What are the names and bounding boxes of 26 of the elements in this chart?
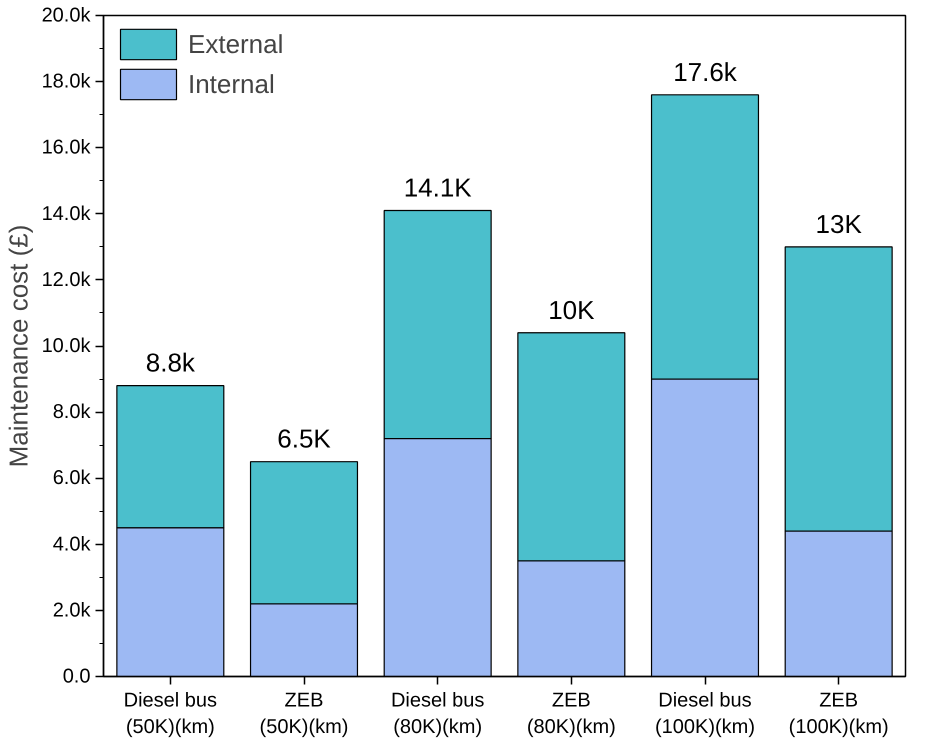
y-tick-label: 18.0k	[42, 70, 92, 93]
total-label: 13K	[816, 208, 862, 239]
x-tick-label: Diesel bus (100K)(km)	[654, 690, 756, 738]
y-tick-label: 14.0k	[42, 202, 92, 225]
y-tick-label: 10.0k	[42, 335, 92, 357]
y-tick-label: 6.0k	[52, 467, 92, 490]
legend-label: Internal	[188, 68, 275, 100]
y-tick-label: 0.0	[62, 666, 91, 688]
y-axis-title: Maintenance cost (£)	[4, 224, 34, 468]
legend-label: External	[188, 28, 284, 60]
x-tick-label: Diesel bus (80K)(km)	[390, 690, 484, 738]
y-tick-label: 12.0k	[42, 268, 92, 291]
y-tick-label: 20.0k	[42, 4, 92, 26]
y-tick-label: 8.0k	[52, 401, 92, 424]
y-tick-label: 4.0k	[52, 533, 92, 556]
x-tick-label: ZEB (50K)(km)	[260, 690, 348, 738]
total-label: 10K	[548, 294, 596, 325]
total-label: 8.8k	[146, 348, 196, 378]
y-tick-label: 16.0k	[42, 136, 92, 159]
total-label: 14.1K	[404, 172, 472, 202]
x-tick-label: ZEB (100K)(km)	[788, 690, 889, 738]
total-label: 6.5K	[277, 424, 332, 454]
x-tick-label: ZEB (80K)(km)	[526, 690, 616, 738]
y-tick-label: 2.0k	[52, 599, 92, 622]
total-label: 17.6k	[673, 56, 738, 87]
x-tick-label: Diesel bus (50K)(km)	[124, 690, 218, 738]
